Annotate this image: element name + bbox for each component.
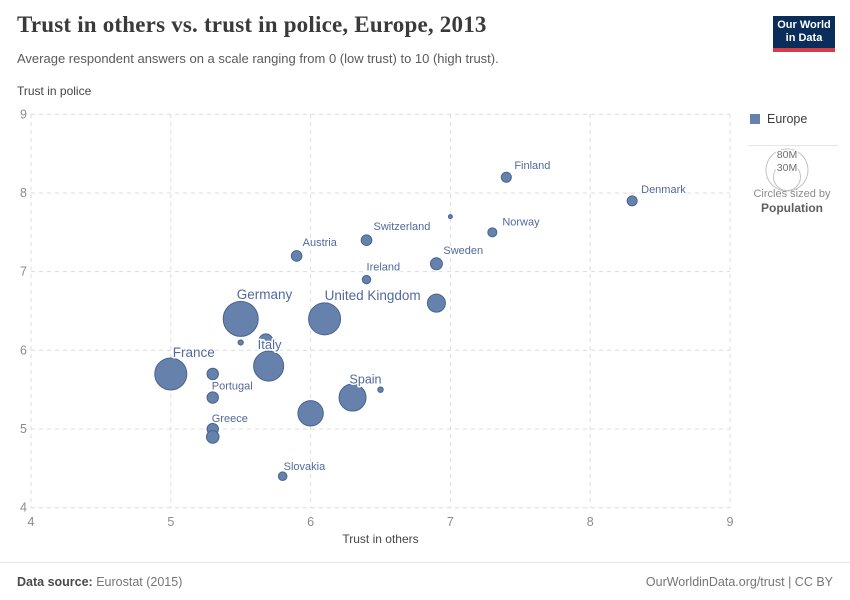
data-source: Data source: Eurostat (2015)	[17, 575, 182, 589]
x-axis-title: Trust in others	[342, 532, 419, 546]
data-point[interactable]	[206, 367, 219, 381]
size-key-inner-circle	[773, 163, 801, 191]
data-point[interactable]	[297, 400, 324, 427]
size-key-caption-bold: Population	[761, 201, 823, 215]
point-label-italy: Italy	[258, 337, 282, 352]
x-tick-label: 6	[307, 515, 314, 529]
point-label-sweden: Sweden	[443, 245, 483, 257]
data-source-value: Eurostat (2015)	[92, 575, 183, 589]
data-point-switzerland[interactable]	[360, 234, 373, 246]
point-label-greece: Greece	[212, 413, 248, 425]
point-label-portugal: Portugal	[212, 381, 253, 393]
x-tick-label: 5	[167, 515, 174, 529]
credit-link[interactable]: OurWorldinData.org/trust | CC BY	[645, 575, 833, 589]
point-label-ireland: Ireland	[367, 262, 401, 274]
data-point-germany[interactable]	[222, 300, 259, 337]
data-point-norway[interactable]	[487, 227, 498, 238]
data-point-ireland[interactable]	[361, 274, 372, 285]
point-label-norway: Norway	[502, 216, 540, 228]
y-tick-label: 6	[20, 343, 27, 357]
x-tick-label: 7	[447, 515, 454, 529]
point-label-germany: Germany	[237, 287, 293, 302]
legend-swatch	[750, 114, 760, 124]
data-point-sweden[interactable]	[429, 257, 443, 271]
owid-logo[interactable]: Our World in Data	[773, 16, 835, 52]
size-key: 80M 30M	[765, 148, 809, 192]
data-point-slovakia[interactable]	[277, 471, 288, 482]
legend-divider	[748, 145, 838, 146]
point-label-spain: Spain	[350, 373, 382, 387]
y-tick-label: 9	[20, 107, 27, 121]
data-point-spain[interactable]	[338, 383, 367, 412]
data-point[interactable]	[205, 430, 220, 444]
chart-footer: Data source: Eurostat (2015) OurWorldinD…	[0, 562, 850, 600]
y-tick-label: 7	[20, 265, 27, 279]
data-point-finland[interactable]	[500, 171, 512, 183]
size-key-inner-label: 30M	[777, 162, 797, 174]
owid-logo-line2: in Data	[785, 32, 823, 44]
data-point[interactable]	[258, 333, 274, 349]
data-point[interactable]	[447, 214, 453, 220]
size-key-outer-label: 80M	[777, 149, 797, 161]
data-point-united-kingdom[interactable]	[308, 302, 342, 336]
data-source-label: Data source:	[17, 575, 93, 589]
data-point[interactable]	[237, 339, 244, 346]
point-label-finland: Finland	[514, 160, 550, 172]
point-label-united-kingdom: United Kingdom	[325, 288, 421, 303]
legend-label: Europe	[767, 112, 808, 126]
x-tick-label: 9	[727, 515, 734, 529]
point-label-france: France	[173, 345, 215, 360]
data-point-austria[interactable]	[290, 250, 303, 262]
chart-title: Trust in others vs. trust in police, Eur…	[17, 12, 487, 37]
y-tick-label: 5	[20, 422, 27, 436]
point-label-switzerland: Switzerland	[374, 221, 431, 233]
x-tick-label: 4	[28, 515, 35, 529]
data-point[interactable]	[377, 386, 384, 393]
data-point[interactable]	[426, 293, 446, 313]
y-axis-title: Trust in police	[17, 84, 92, 98]
chart-subtitle: Average respondent answers on a scale ra…	[17, 51, 499, 66]
point-label-slovakia: Slovakia	[284, 461, 326, 473]
size-key-caption: Circles sized by	[753, 188, 831, 200]
owid-logo-line1: Our World	[777, 19, 831, 31]
y-tick-label: 8	[20, 186, 27, 200]
point-label-denmark: Denmark	[641, 184, 686, 196]
data-point-france[interactable]	[154, 357, 188, 391]
legend-entry-europe[interactable]: Europe	[750, 112, 807, 126]
y-tick-label: 4	[20, 501, 27, 515]
point-label-austria: Austria	[303, 237, 338, 249]
data-point-italy[interactable]	[253, 350, 285, 382]
data-point-portugal[interactable]	[206, 391, 219, 404]
x-tick-label: 8	[587, 515, 594, 529]
data-point-denmark[interactable]	[626, 195, 638, 207]
